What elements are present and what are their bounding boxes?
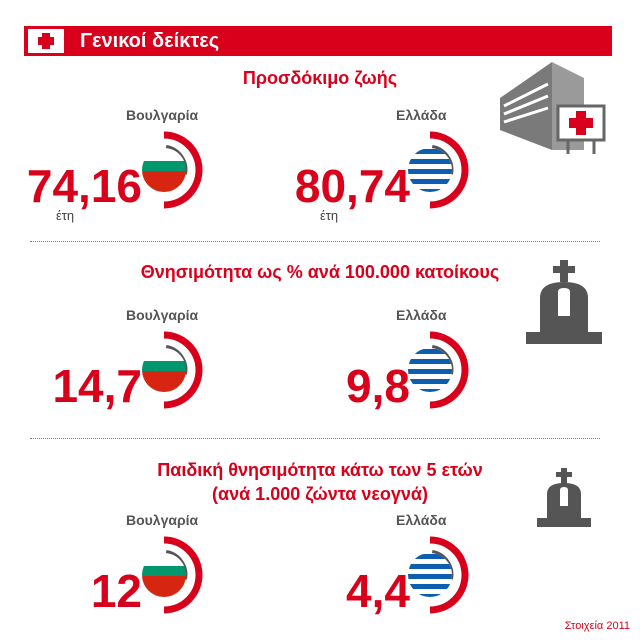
bulgaria-flag-icon — [142, 148, 186, 192]
tombstone-icon — [537, 468, 591, 527]
section-title-child-mortality: Παιδική θνησιμότητα κάτω των 5 ετών — [157, 460, 483, 480]
country-label-greece: Ελλάδα — [396, 307, 447, 323]
unit-bulgaria-life: έτη — [56, 208, 75, 223]
gauge-greece-mortality — [408, 331, 469, 409]
gauge-greece-child — [408, 536, 469, 614]
gauge-bulgaria-mortality — [142, 331, 203, 409]
country-label-bulgaria: Βουλγαρία — [126, 512, 199, 528]
country-label-bulgaria: Βουλγαρία — [126, 307, 199, 323]
country-label-greece: Ελλάδα — [396, 107, 447, 123]
hospital-icon — [500, 62, 606, 154]
value-greece-child: 4,4 — [346, 565, 410, 617]
value-greece-life: 80,74 — [294, 160, 410, 212]
value-bulgaria-child: 12 — [90, 565, 142, 617]
value-bulgaria-life: 74,16 — [26, 160, 142, 212]
bulgaria-flag-icon — [142, 553, 186, 597]
value-bulgaria-mortality: 14,7 — [52, 360, 142, 412]
source-note: Στοιχεία 2011 — [564, 620, 630, 632]
header-bar — [24, 26, 612, 56]
unit-greece-life: έτη — [320, 208, 339, 223]
plus-icon — [28, 29, 64, 53]
section-subtitle-child-mortality: (ανά 1.000 ζώντα νεογνά) — [212, 484, 428, 504]
section-title-life-expectancy: Προσδόκιμο ζωής — [242, 68, 398, 88]
country-label-greece: Ελλάδα — [396, 512, 447, 528]
gauge-bulgaria-child — [142, 536, 203, 614]
section-title-mortality: Θνησιμότητα ως % ανά 100.000 κατοίκους — [140, 262, 500, 282]
divider — [30, 241, 600, 242]
value-greece-mortality: 9,8 — [346, 360, 410, 412]
country-label-bulgaria: Βουλγαρία — [126, 107, 199, 123]
page-title: Γενικοί δείκτες — [80, 30, 220, 52]
greece-flag-icon — [408, 348, 452, 392]
greece-flag-icon — [408, 553, 452, 597]
gauge-bulgaria-life — [142, 131, 203, 209]
bulgaria-flag-icon — [142, 348, 186, 392]
gauge-greece-life — [408, 131, 469, 209]
greece-flag-icon — [408, 148, 452, 192]
divider — [30, 438, 600, 439]
tombstone-icon — [526, 260, 602, 344]
